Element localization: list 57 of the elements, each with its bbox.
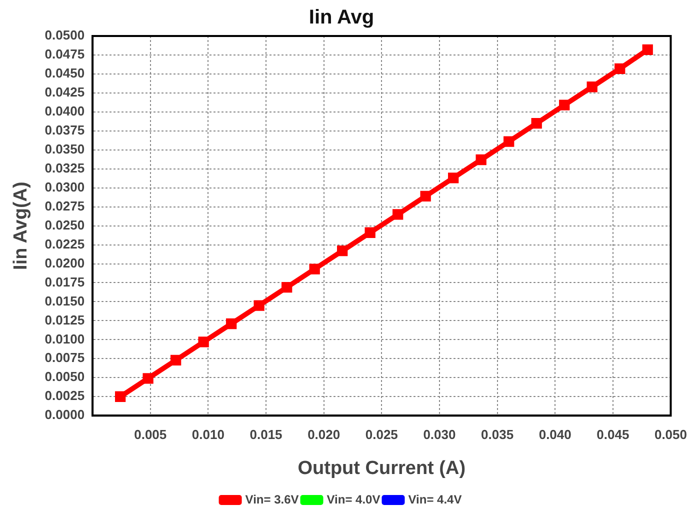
y-tick-label: 0.0150 <box>44 293 85 308</box>
point <box>614 63 626 74</box>
y-tick-label: 0.0025 <box>44 388 85 404</box>
y-axis-title: Iin Avg(A) <box>10 182 32 270</box>
point <box>254 300 264 311</box>
point <box>531 118 542 129</box>
point <box>642 44 653 55</box>
point <box>504 136 514 147</box>
point <box>559 100 570 110</box>
x-tick-label: 0.025 <box>365 426 398 442</box>
legend-label: Vin= 3.6V <box>245 492 299 506</box>
y-tick-label: 0.0000 <box>44 407 85 422</box>
y-tick-label: 0.0325 <box>44 160 85 176</box>
x-axis-title: Output Current (A) <box>298 458 466 479</box>
point <box>282 282 292 293</box>
point <box>170 354 182 366</box>
x-tick-label: 0.020 <box>308 426 340 442</box>
y-tick-label: 0.0075 <box>44 350 85 366</box>
x-tick-label: 0.040 <box>538 426 572 442</box>
point <box>142 373 154 384</box>
y-tick-label: 0.0375 <box>44 122 85 138</box>
x-tick-label: 0.045 <box>596 426 630 442</box>
legend-label: Vin= 4.0V <box>326 492 380 506</box>
y-tick-label: 0.0225 <box>44 236 85 252</box>
chart-title: Iin Avg <box>308 6 374 29</box>
y-tick-label: 0.0100 <box>44 331 85 346</box>
point <box>392 209 404 220</box>
y-tick-label: 0.0125 <box>44 312 85 328</box>
y-tick-label: 0.0425 <box>44 84 85 100</box>
point <box>337 246 348 256</box>
x-tick-label: 0.005 <box>134 426 167 442</box>
y-tick-label: 0.0250 <box>44 217 85 232</box>
point <box>364 227 376 238</box>
y-tick-label: 0.0200 <box>44 255 85 270</box>
y-tick-label: 0.0450 <box>44 66 85 81</box>
point <box>226 318 237 330</box>
point <box>476 154 486 166</box>
point <box>448 172 459 184</box>
y-tick-label: 0.0500 <box>44 28 85 43</box>
point <box>198 336 209 348</box>
legend-label: Vin= 4.4V <box>408 492 462 506</box>
y-tick-label: 0.0050 <box>44 369 85 384</box>
point <box>586 82 598 92</box>
y-tick-label: 0.0475 <box>44 46 85 62</box>
x-tick-label: 0.035 <box>481 426 514 442</box>
y-tick-label: 0.0300 <box>44 179 85 194</box>
x-tick-label: 0.030 <box>423 426 456 442</box>
y-tick-label: 0.0400 <box>44 104 85 118</box>
y-tick-label: 0.0275 <box>44 198 85 214</box>
y-tick-label: 0.0175 <box>44 274 85 290</box>
x-tick-label: 0.015 <box>250 426 282 442</box>
point <box>309 264 320 274</box>
x-tick-label: 0.050 <box>654 426 688 442</box>
x-tick-label: 0.010 <box>192 426 224 442</box>
point <box>114 391 126 402</box>
point <box>420 190 431 202</box>
y-tick-label: 0.0350 <box>44 141 85 156</box>
